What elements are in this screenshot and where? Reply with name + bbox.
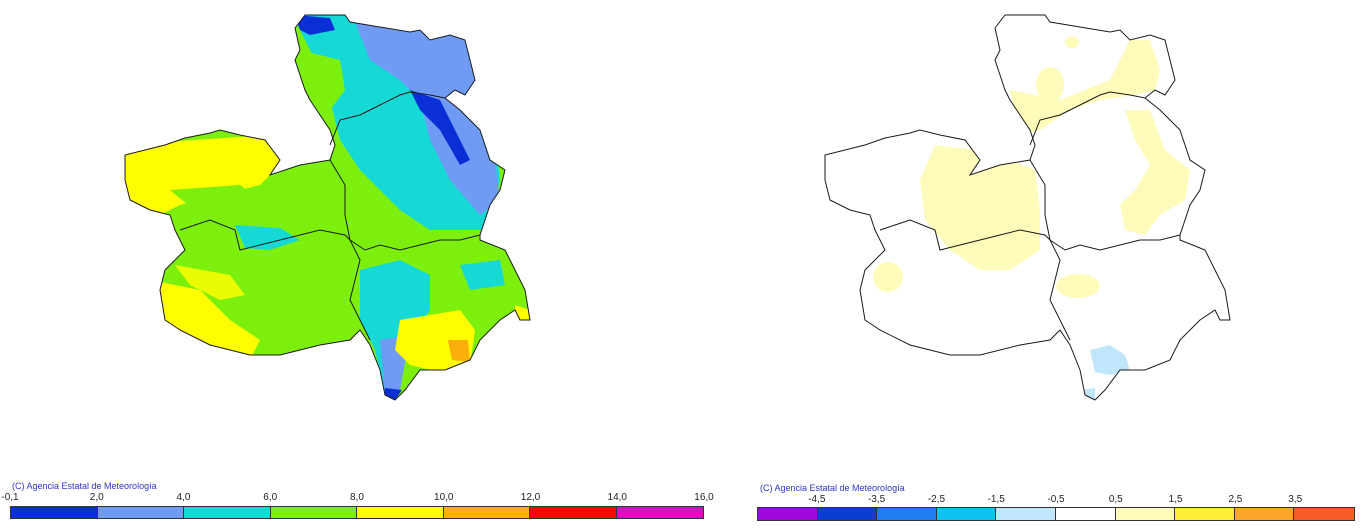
anomaly-map bbox=[700, 0, 1363, 470]
legend-swatch bbox=[97, 507, 184, 518]
legend-tick-label: 0,5 bbox=[1108, 494, 1123, 505]
legend-tick-label: 16,0 bbox=[694, 492, 714, 503]
legend-swatch bbox=[1234, 508, 1295, 520]
legend-tick-label: 10,0 bbox=[434, 492, 454, 503]
legend-tick-label: -0,5 bbox=[1047, 494, 1065, 505]
copyright-right: (C) Agencia Estatal de Meteorología bbox=[760, 483, 905, 493]
legend-swatch bbox=[184, 507, 271, 518]
copyright-left: (C) Agencia Estatal de Meteorología bbox=[12, 481, 157, 491]
legend-swatch bbox=[758, 508, 818, 520]
legend-tick-label: 12,0 bbox=[520, 492, 541, 503]
legend-swatch bbox=[530, 507, 617, 518]
legend-tick-label: 14,0 bbox=[607, 492, 627, 503]
color-legend-right bbox=[757, 507, 1355, 521]
legend-swatch bbox=[1055, 508, 1116, 520]
color-legend-left bbox=[10, 506, 704, 519]
legend-tick-label: -0,1 bbox=[1, 492, 19, 503]
legend-swatch bbox=[1115, 508, 1176, 520]
legend-swatch bbox=[877, 508, 937, 520]
region-map-left bbox=[124, 14, 531, 401]
absolute-value-map bbox=[0, 0, 700, 470]
legend-tick-label: 8,0 bbox=[350, 492, 364, 503]
legend-swatch bbox=[936, 508, 997, 520]
legend-tick-label: -3,5 bbox=[867, 494, 886, 505]
legend-tick-label: 6,0 bbox=[263, 492, 278, 503]
legend-swatch bbox=[996, 508, 1056, 520]
legend-swatch bbox=[443, 507, 530, 518]
legend-swatch bbox=[1175, 508, 1235, 520]
region-map-right bbox=[824, 14, 1231, 401]
legend-tick-label: -2,5 bbox=[927, 494, 946, 505]
legend-tick-label: -1,5 bbox=[987, 494, 1005, 505]
legend-tick-label: 2,5 bbox=[1228, 494, 1243, 505]
legend-swatch bbox=[1294, 508, 1354, 520]
legend-swatch bbox=[817, 508, 878, 520]
legend-swatch bbox=[11, 507, 98, 518]
legend-swatch bbox=[357, 507, 444, 518]
legend-swatch bbox=[270, 507, 357, 518]
legend-tick-label: 3,5 bbox=[1288, 494, 1303, 505]
legend-tick-label: 2,0 bbox=[89, 492, 104, 503]
legend-tick-label: -4,5 bbox=[808, 494, 826, 505]
legend-swatch bbox=[616, 507, 703, 518]
legend-tick-label: 1,5 bbox=[1168, 494, 1183, 505]
legend-tick-label: 4,0 bbox=[176, 492, 191, 503]
